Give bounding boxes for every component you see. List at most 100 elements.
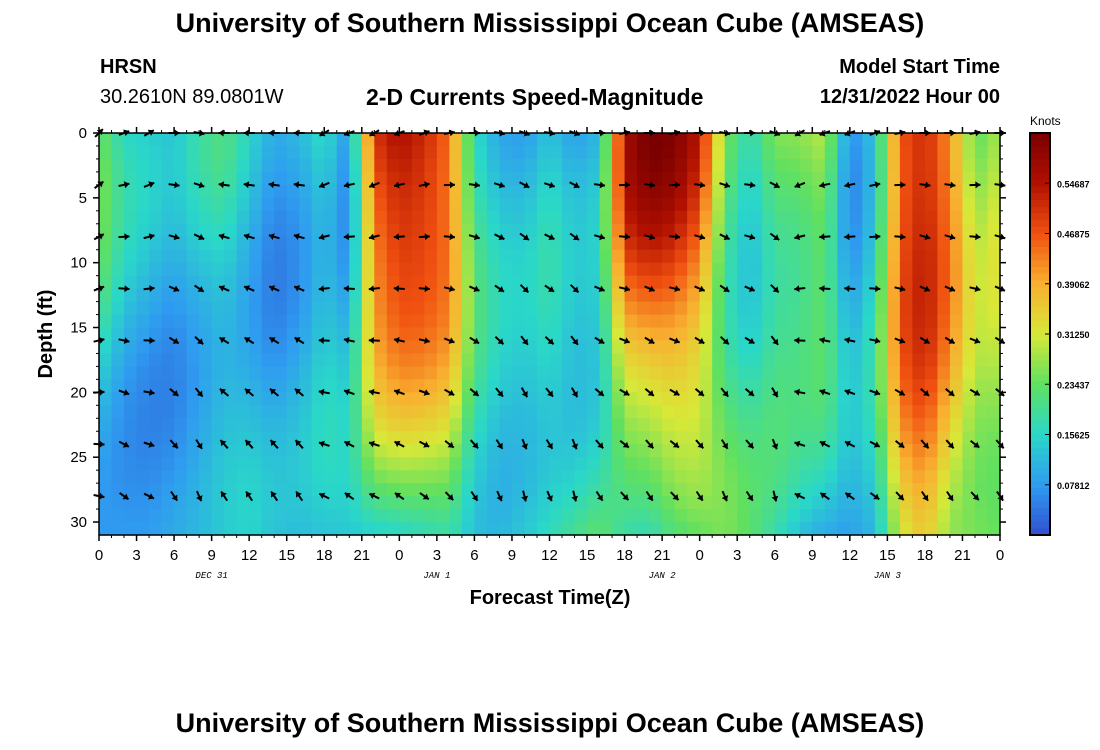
colorbar-swatch [1030,179,1050,188]
heatmap-cell [199,145,213,160]
heatmap-cell [249,262,263,277]
heatmap-cell [749,431,763,445]
heatmap-cell [136,483,150,497]
heatmap-cell [774,392,788,406]
heatmap-cell [699,171,713,186]
heatmap-cell [436,327,450,342]
current-arrow [794,181,806,189]
heatmap-cell [311,301,325,316]
heatmap-cell [549,145,563,160]
heatmap-cell [649,483,663,497]
current-arrow [894,440,905,449]
heatmap-cell [224,236,238,251]
colorbar-swatch [1030,267,1050,275]
heatmap-cell [862,353,876,368]
heatmap-cell [374,133,388,147]
heatmap-cell [199,184,213,199]
heatmap-cell [286,418,300,432]
heatmap-cell [461,470,476,484]
heatmap-cell [461,236,476,251]
current-arrow [393,285,405,293]
heatmap-cell [987,184,1001,199]
heatmap-cell [224,249,238,264]
heatmap-cell [849,288,863,303]
date-label: JAN 3 [874,571,902,581]
heatmap-cell [449,301,463,316]
heatmap-cell [712,223,726,238]
colorbar-tick-label: 0.07812 [1057,481,1090,491]
heatmap-cell [124,210,138,225]
heatmap-cell [199,133,213,147]
heatmap-cell [812,418,826,432]
heatmap-cell [99,418,113,432]
heatmap-cell [574,145,588,160]
heatmap-cell [136,197,150,212]
heatmap-cell [674,249,688,264]
heatmap-cell [511,509,526,523]
heatmap-cell [887,353,901,368]
current-arrow [193,181,205,189]
heatmap-cell [962,353,976,368]
heatmap-cell [324,431,338,445]
heatmap-cell [349,470,363,484]
heatmap-cell [574,392,588,406]
heatmap-cell [774,184,788,199]
heatmap-cell [674,262,688,277]
heatmap-cell [712,145,726,160]
heatmap-cell [724,470,738,484]
colorbar-swatch [1030,313,1050,322]
heatmap-cell [111,158,125,173]
heatmap-cell [311,366,325,380]
heatmap-cell [199,496,213,510]
current-arrow [619,337,631,344]
heatmap-cell [937,366,951,380]
heatmap-cell [662,366,676,380]
heatmap-cell [949,483,964,497]
heatmap-cell [111,171,125,186]
heatmap-cell [837,133,851,147]
heatmap-cell [474,275,488,290]
heatmap-cell [336,444,350,458]
current-arrow [920,388,930,397]
heatmap-cell [762,418,776,432]
heatmap-cell [211,197,225,212]
arrow-head [947,494,954,501]
heatmap-cell [862,171,876,186]
heatmap-cell [799,353,813,368]
heatmap-cell [574,509,588,523]
heatmap-cell [724,275,738,290]
heatmap-cell [424,431,438,445]
colorbar-swatch [1030,246,1050,255]
heatmap-cell [161,509,175,523]
heatmap-cell [524,275,538,290]
arrow-head [873,441,880,448]
date-label: JAN 1 [423,571,450,581]
heatmap-cell [974,171,989,186]
arrow-head [174,181,180,189]
heatmap-cell [361,405,375,419]
heatmap-cell [211,275,225,290]
arrow-head [449,181,455,189]
heatmap-cell [912,158,926,173]
heatmap-cell [549,457,563,471]
current-arrow [771,438,779,450]
heatmap-cell [624,236,638,251]
heatmap-cell [824,379,838,393]
current-arrow [368,388,380,396]
heatmap-cell [624,470,638,484]
heatmap-cell [411,301,425,316]
colorbar-swatch [1030,441,1050,449]
heatmap-cell [749,171,763,186]
heatmap-cell [524,158,538,173]
heatmap-cell [974,314,989,329]
arrow-head [196,442,203,449]
heatmap-cell [824,522,838,536]
heatmap-cell [612,133,626,147]
current-arrow [418,181,430,189]
heatmap-cell [474,133,488,147]
heatmap-cell [762,158,776,173]
heatmap-cell [749,340,763,355]
heatmap-cell [224,210,238,225]
current-arrow [393,337,405,344]
arrow-head [149,337,155,344]
